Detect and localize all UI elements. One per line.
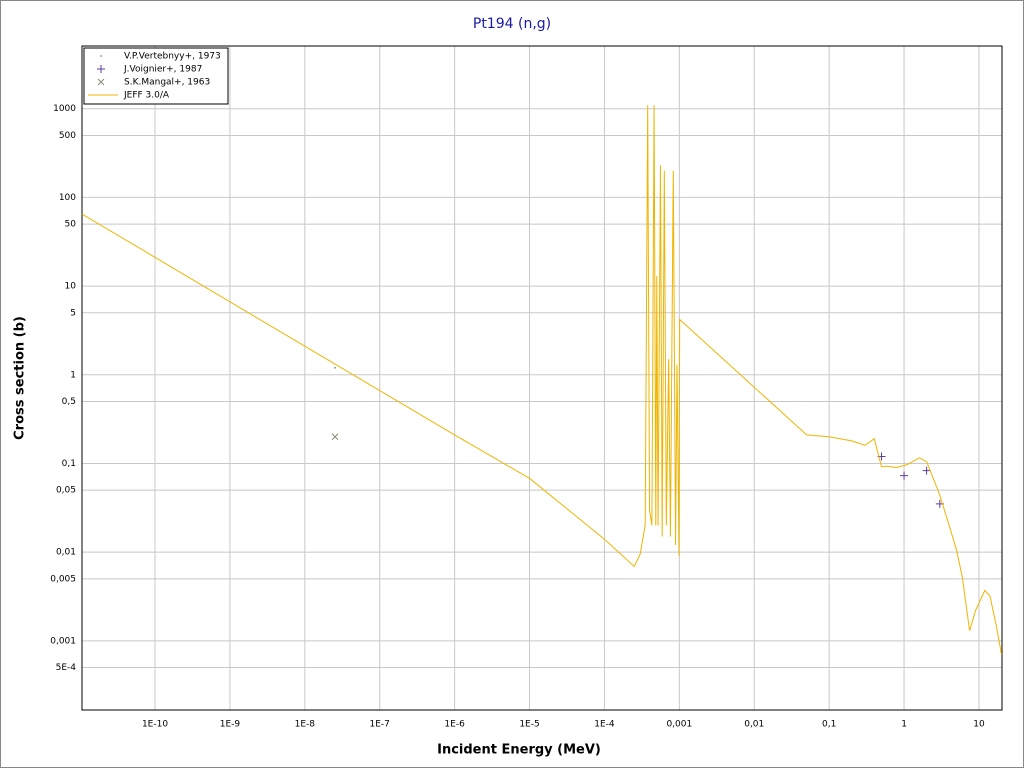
y-tick-label: 1: [70, 370, 76, 380]
x-axis-label: Incident Energy (MeV): [437, 743, 601, 758]
y-tick-label: 5: [70, 308, 76, 318]
y-tick-label: 100: [59, 193, 76, 203]
x-tick-label: 1E-10: [142, 720, 168, 730]
x-tick-label: 10: [973, 720, 985, 730]
x-tick-label: 1E-9: [220, 720, 241, 730]
legend-label: V.P.Vertebnyy+, 1973: [124, 52, 221, 62]
x-tick-label: 0,1: [822, 720, 836, 730]
marker: [97, 65, 105, 73]
y-tick-label: 0,01: [56, 548, 76, 558]
x-tick-label: 1E-4: [594, 720, 615, 730]
series-line: [82, 105, 1002, 655]
x-tick-label: 0,001: [666, 720, 692, 730]
chart-title: Pt194 (n,g): [473, 16, 551, 32]
legend-label: S.K.Mangal+, 1963: [124, 78, 210, 88]
x-tick-label: 1: [901, 720, 907, 730]
y-tick-label: 0,5: [62, 397, 76, 407]
y-tick-label: 0,05: [56, 486, 76, 496]
x-tick-label: 1E-8: [295, 720, 316, 730]
x-tick-label: 1E-5: [519, 720, 539, 730]
marker: [922, 466, 931, 475]
legend-label: JEFF 3.0/A: [123, 91, 170, 101]
y-tick-label: 5E-4: [56, 663, 77, 673]
y-tick-label: 0,1: [62, 459, 76, 469]
x-tick-label: 1E-7: [370, 720, 390, 730]
x-tick-label: 1E-6: [444, 720, 465, 730]
y-tick-label: 50: [65, 220, 77, 230]
y-axis-label: Cross section (b): [13, 316, 28, 440]
marker: [331, 433, 339, 441]
y-tick-label: 500: [59, 131, 76, 141]
marker: [900, 471, 909, 480]
y-tick-label: 0,001: [50, 636, 76, 646]
legend-label: J.Voignier+, 1987: [123, 65, 202, 75]
plot-area: [81, 45, 1003, 711]
y-tick-label: 1000: [53, 104, 76, 114]
y-tick-label: 0,005: [50, 574, 76, 584]
x-tick-label: 0,01: [744, 720, 764, 730]
y-tick-label: 10: [65, 282, 77, 292]
marker: [97, 78, 105, 86]
